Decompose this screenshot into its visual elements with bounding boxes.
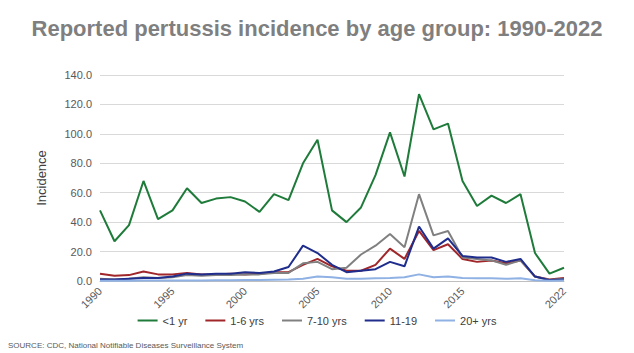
svg-text:120.0: 120.0 — [64, 98, 92, 110]
svg-text:2022: 2022 — [542, 285, 568, 311]
svg-text:2000: 2000 — [223, 285, 249, 311]
svg-text:20.0: 20.0 — [71, 246, 92, 258]
svg-text:7-10 yrs: 7-10 yrs — [307, 315, 347, 327]
svg-text:1990: 1990 — [78, 285, 104, 311]
svg-text:1995: 1995 — [151, 285, 177, 311]
svg-text:140.0: 140.0 — [64, 69, 92, 81]
svg-text:60.0: 60.0 — [71, 187, 92, 199]
svg-text:2010: 2010 — [368, 285, 394, 311]
svg-text:<1 yr: <1 yr — [163, 315, 188, 327]
svg-text:SOURCE: CDC, National Notifiab: SOURCE: CDC, National Notifiable Disease… — [8, 341, 244, 350]
svg-text:80.0: 80.0 — [71, 157, 92, 169]
svg-text:2015: 2015 — [441, 285, 467, 311]
svg-text:11-19: 11-19 — [390, 315, 417, 327]
svg-text:0.0: 0.0 — [77, 275, 92, 287]
svg-text:Reported pertussis incidence b: Reported pertussis incidence by age grou… — [32, 16, 603, 41]
svg-text:1-6 yrs: 1-6 yrs — [230, 315, 264, 327]
svg-text:20+ yrs: 20+ yrs — [460, 315, 497, 327]
svg-text:2005: 2005 — [296, 285, 322, 311]
svg-text:Incidence: Incidence — [34, 150, 49, 206]
svg-text:40.0: 40.0 — [71, 216, 92, 228]
svg-text:100.0: 100.0 — [64, 128, 92, 140]
